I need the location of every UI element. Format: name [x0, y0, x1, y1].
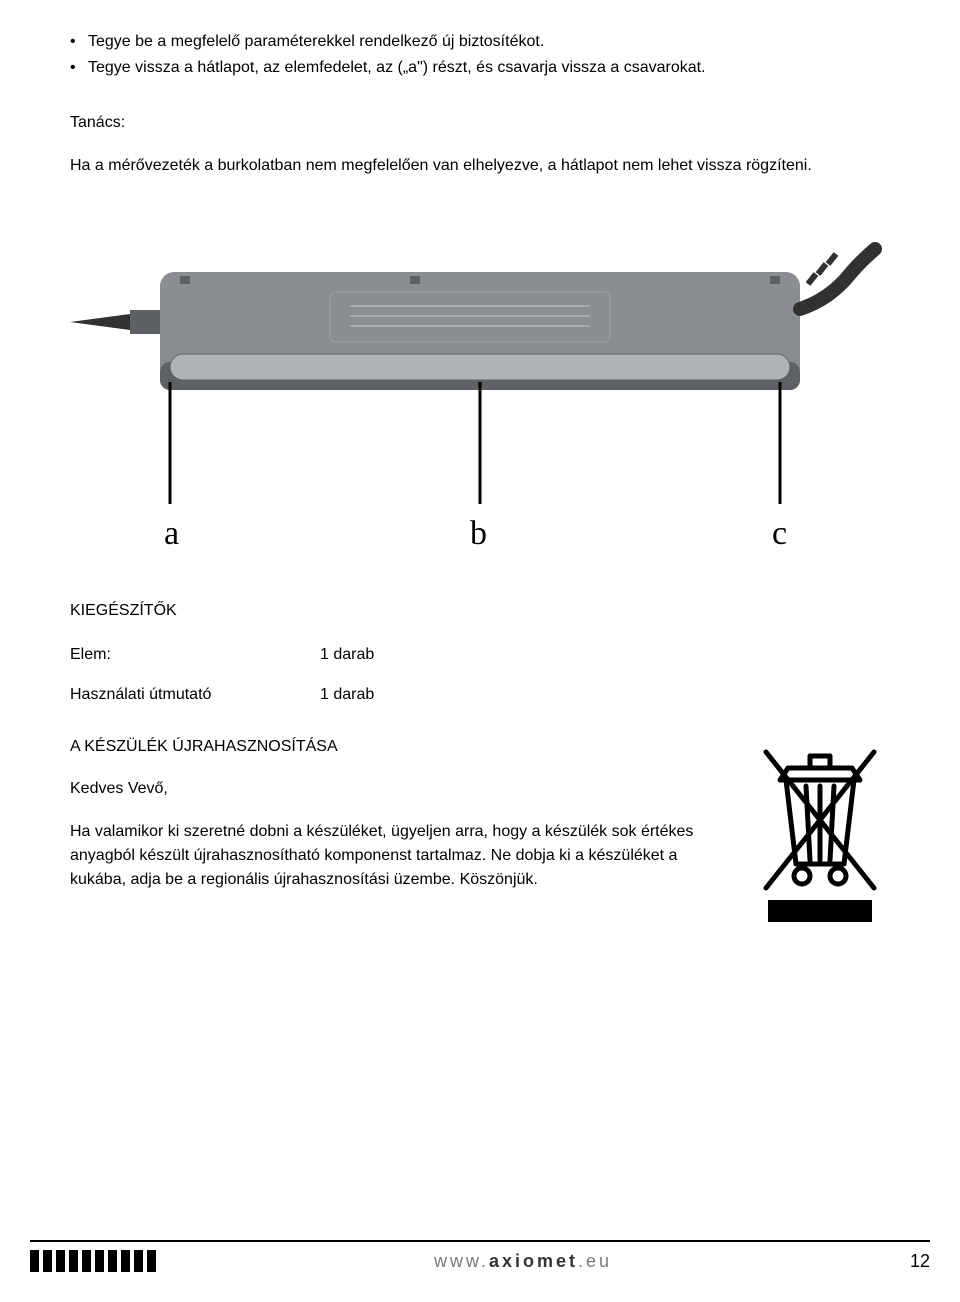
recycle-body: Ha valamikor ki szeretné dobni a készülé…	[70, 820, 720, 892]
bullet-mark: •	[70, 56, 88, 80]
bullet-text: Tegye be a megfelelő paraméterekkel rend…	[88, 30, 544, 54]
page: • Tegye be a megfelelő paraméterekkel re…	[0, 0, 960, 1302]
recycle-greeting: Kedves Vevő,	[70, 780, 720, 798]
page-footer: www.axiomet.eu 12	[0, 1240, 960, 1272]
bullet-mark: •	[70, 30, 88, 54]
footer-stripes-icon	[30, 1250, 156, 1272]
recycle-heading: A KÉSZÜLÉK ÚJRAHASZNOSÍTÁSA	[70, 738, 720, 756]
footer-url: www.axiomet.eu	[156, 1251, 890, 1272]
accessory-value: 1 darab	[320, 686, 374, 704]
accessories-heading: KIEGÉSZÍTŐK	[70, 602, 890, 620]
list-item: • Tegye be a megfelelő paraméterekkel re…	[70, 30, 890, 54]
accessory-row: Használati útmutató 1 darab	[70, 686, 890, 704]
figure-label-c: c	[772, 515, 787, 552]
footer-divider	[30, 1240, 930, 1242]
figure-label-a: a	[164, 515, 179, 552]
bullet-text: Tegye vissza a hátlapot, az elemfedelet,…	[88, 56, 706, 80]
weee-icon	[750, 738, 890, 933]
tip-title: Tanács:	[70, 114, 890, 132]
accessory-row: Elem: 1 darab	[70, 646, 890, 664]
bullet-list: • Tegye be a megfelelő paraméterekkel re…	[70, 30, 890, 80]
device-figure: a b c	[70, 214, 890, 554]
figure-label-b: b	[470, 515, 487, 552]
accessory-label: Elem:	[70, 646, 320, 664]
accessory-label: Használati útmutató	[70, 686, 320, 704]
recycle-section: A KÉSZÜLÉK ÚJRAHASZNOSÍTÁSA Kedves Vevő,…	[70, 738, 890, 933]
list-item: • Tegye vissza a hátlapot, az elemfedele…	[70, 56, 890, 80]
tip-body: Ha a mérővezeték a burkolatban nem megfe…	[70, 154, 890, 178]
page-number: 12	[890, 1251, 930, 1272]
accessory-value: 1 darab	[320, 646, 374, 664]
